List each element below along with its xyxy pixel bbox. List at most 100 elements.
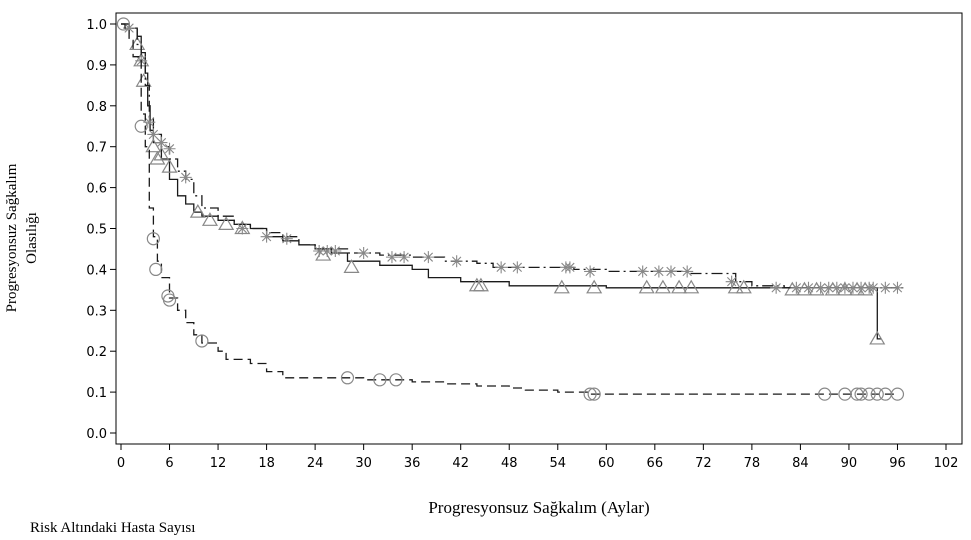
y-axis-title-line2: Olasılığı xyxy=(24,212,40,264)
censor-marker-triangle xyxy=(218,216,235,231)
series-2-star xyxy=(121,22,906,294)
censor-marker-star xyxy=(422,251,435,264)
censor-marker-star xyxy=(725,275,738,288)
x-tick-label: 96 xyxy=(889,456,906,471)
censor-marker-triangle xyxy=(654,279,671,294)
y-tick-label: 0.0 xyxy=(86,427,107,442)
censor-marker-triangle xyxy=(149,150,166,165)
censor-marker-triangle xyxy=(638,279,655,294)
y-tick-label: 0.4 xyxy=(86,263,107,278)
censor-marker-triangle xyxy=(671,279,688,294)
censor-marker-circle xyxy=(134,119,148,133)
survival-curve xyxy=(121,23,882,340)
censor-marker-triangle xyxy=(472,277,489,292)
censor-marker-triangle xyxy=(586,279,603,294)
censor-marker-star xyxy=(236,222,249,235)
censor-marker-circle xyxy=(583,387,597,401)
x-tick-label: 48 xyxy=(501,456,518,471)
censor-marker-star xyxy=(450,255,463,268)
censor-marker-circle xyxy=(870,387,884,401)
censor-marker-star xyxy=(802,281,815,294)
censor-marker-circle xyxy=(146,232,160,246)
censor-marker-circle xyxy=(162,293,177,307)
y-tick-label: 0.1 xyxy=(86,386,107,401)
censor-marker-circle xyxy=(340,371,355,385)
censor-marker-star xyxy=(867,281,880,294)
censor-marker-triangle xyxy=(683,279,700,294)
censor-marker-star xyxy=(790,281,803,294)
censor-marker-triangle xyxy=(189,203,206,218)
x-tick-label: 84 xyxy=(792,456,809,471)
censor-marker-circle xyxy=(149,262,163,276)
series-layer xyxy=(116,17,906,401)
censor-marker-triangle xyxy=(135,73,152,87)
y-tick-label: 0.7 xyxy=(86,141,107,156)
censor-marker-circle xyxy=(587,387,601,401)
y-tick-label: 0.3 xyxy=(86,304,107,319)
series-1-triangle xyxy=(121,23,886,345)
censor-marker-triangle xyxy=(553,279,570,294)
censor-marker-circle xyxy=(116,17,131,31)
y-tick-label: 0.2 xyxy=(86,345,107,360)
censor-marker-circle xyxy=(373,373,387,387)
censor-marker-star xyxy=(822,281,835,294)
x-tick-label: 0 xyxy=(117,456,125,471)
censor-marker-star xyxy=(357,247,370,260)
censor-marker-triangle xyxy=(201,212,219,226)
censor-marker-star xyxy=(179,171,192,184)
y-axis-title-line1: Progresyonsuz Sağkalım xyxy=(4,163,20,312)
censor-marker-star xyxy=(163,142,176,155)
censor-marker-circle xyxy=(389,373,403,387)
censor-marker-star xyxy=(879,281,892,294)
censor-marker-star xyxy=(280,232,293,245)
censor-marker-star xyxy=(891,281,904,294)
censor-marker-star xyxy=(313,244,326,257)
survival-curve xyxy=(121,23,906,289)
censor-marker-star xyxy=(321,244,334,257)
censor-marker-star xyxy=(385,251,398,264)
censor-marker-star xyxy=(636,265,649,278)
censor-marker-star xyxy=(123,22,136,35)
x-tick-label: 90 xyxy=(841,456,858,471)
censor-marker-star xyxy=(584,265,597,278)
censor-marker-star xyxy=(814,281,827,294)
survival-curve xyxy=(121,23,898,395)
x-tick-label: 18 xyxy=(258,456,275,471)
axis-ticks: 0 6 12 18 24 30 36 42 48 54 60 66 72 78 84 90 96 102 0.0 0.… xyxy=(86,18,958,471)
censor-marker-star xyxy=(398,251,411,264)
censor-marker-star xyxy=(495,261,508,274)
censor-marker-circle xyxy=(890,387,905,401)
censor-marker-star xyxy=(143,116,156,129)
y-tick-label: 0.8 xyxy=(86,100,107,115)
x-tick-label: 6 xyxy=(165,456,173,471)
x-tick-label: 66 xyxy=(647,456,664,471)
censor-marker-star xyxy=(155,136,168,149)
x-tick-label: 102 xyxy=(934,456,959,471)
x-tick-label: 12 xyxy=(210,456,227,471)
censor-marker-triangle xyxy=(735,279,752,294)
y-tick-label: 1.0 xyxy=(86,18,107,33)
x-tick-label: 42 xyxy=(452,456,469,471)
censor-marker-triangle xyxy=(153,146,170,161)
x-tick-label: 30 xyxy=(355,456,372,471)
censor-marker-star xyxy=(652,265,665,278)
x-tick-label: 60 xyxy=(598,456,615,471)
censor-marker-triangle xyxy=(145,138,162,153)
y-tick-label: 0.6 xyxy=(86,182,107,197)
censor-marker-star xyxy=(511,261,524,274)
censor-marker-star xyxy=(846,281,859,294)
x-tick-label: 72 xyxy=(695,456,712,471)
censor-marker-circle xyxy=(818,387,832,401)
x-tick-label: 78 xyxy=(744,456,761,471)
censor-marker-triangle xyxy=(161,158,178,173)
x-tick-label: 36 xyxy=(404,456,421,471)
x-tick-label: 54 xyxy=(549,456,566,471)
censor-marker-circle xyxy=(854,387,868,401)
censor-marker-star xyxy=(563,261,576,274)
x-tick-label: 24 xyxy=(307,456,324,471)
censor-marker-star xyxy=(147,128,160,141)
x-axis-title: Progresyonsuz Sağkalım (Aylar) xyxy=(428,498,649,517)
censor-marker-star xyxy=(838,281,851,294)
censor-marker-circle xyxy=(862,387,876,401)
